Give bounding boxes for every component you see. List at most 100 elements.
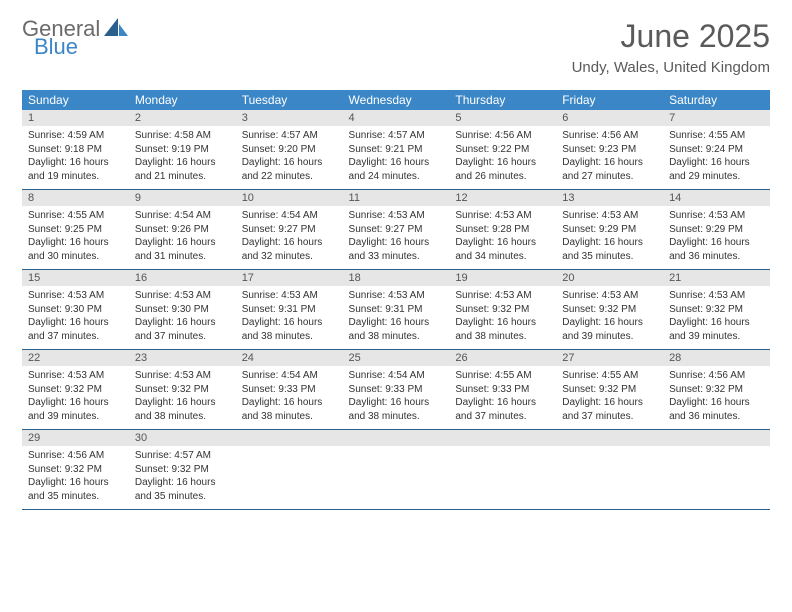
daylight-line: Daylight: 16 hours and 38 minutes.: [455, 316, 550, 343]
sunrise-line: Sunrise: 4:53 AM: [242, 289, 337, 303]
day-cell: [663, 446, 770, 510]
day-number-row: 1234567: [22, 110, 770, 126]
header: General Blue June 2025 Undy, Wales, Unit…: [22, 18, 770, 76]
sunset-line: Sunset: 9:32 PM: [28, 383, 123, 397]
sunrise-line: Sunrise: 4:56 AM: [28, 449, 123, 463]
sunrise-line: Sunrise: 4:56 AM: [455, 129, 550, 143]
sunset-line: Sunset: 9:29 PM: [562, 223, 657, 237]
day-number: 17: [236, 270, 343, 287]
day-number-row: 2930: [22, 430, 770, 447]
sunrise-line: Sunrise: 4:55 AM: [455, 369, 550, 383]
calendar-table: Sunday Monday Tuesday Wednesday Thursday…: [22, 90, 770, 510]
day-cell: Sunrise: 4:55 AMSunset: 9:25 PMDaylight:…: [22, 206, 129, 270]
day-number-row: 891011121314: [22, 190, 770, 207]
sunrise-line: Sunrise: 4:53 AM: [669, 209, 764, 223]
day-cell: Sunrise: 4:57 AMSunset: 9:20 PMDaylight:…: [236, 126, 343, 190]
day-cell: Sunrise: 4:53 AMSunset: 9:31 PMDaylight:…: [343, 286, 450, 350]
day-number: [343, 430, 450, 447]
day-cell: Sunrise: 4:53 AMSunset: 9:30 PMDaylight:…: [22, 286, 129, 350]
daylight-line: Daylight: 16 hours and 37 minutes.: [28, 316, 123, 343]
day-number: [556, 430, 663, 447]
sunset-line: Sunset: 9:32 PM: [669, 383, 764, 397]
logo: General Blue: [22, 18, 128, 58]
sunset-line: Sunset: 9:33 PM: [242, 383, 337, 397]
logo-text-blue: Blue: [34, 36, 128, 58]
month-title: June 2025: [572, 18, 770, 55]
day-number: 14: [663, 190, 770, 207]
day-number: [663, 430, 770, 447]
sunrise-line: Sunrise: 4:53 AM: [562, 209, 657, 223]
sunrise-line: Sunrise: 4:53 AM: [135, 369, 230, 383]
day-number: 23: [129, 350, 236, 367]
sunrise-line: Sunrise: 4:53 AM: [669, 289, 764, 303]
sunset-line: Sunset: 9:18 PM: [28, 143, 123, 157]
sunset-line: Sunset: 9:29 PM: [669, 223, 764, 237]
location-text: Undy, Wales, United Kingdom: [572, 59, 770, 76]
daylight-line: Daylight: 16 hours and 21 minutes.: [135, 156, 230, 183]
sunset-line: Sunset: 9:28 PM: [455, 223, 550, 237]
day-number: 30: [129, 430, 236, 447]
sunrise-line: Sunrise: 4:55 AM: [562, 369, 657, 383]
sunrise-line: Sunrise: 4:54 AM: [135, 209, 230, 223]
day-body-row: Sunrise: 4:53 AMSunset: 9:32 PMDaylight:…: [22, 366, 770, 430]
sunset-line: Sunset: 9:33 PM: [349, 383, 444, 397]
sunrise-line: Sunrise: 4:53 AM: [349, 289, 444, 303]
sunset-line: Sunset: 9:33 PM: [455, 383, 550, 397]
daylight-line: Daylight: 16 hours and 38 minutes.: [349, 316, 444, 343]
daylight-line: Daylight: 16 hours and 35 minutes.: [562, 236, 657, 263]
daylight-line: Daylight: 16 hours and 35 minutes.: [135, 476, 230, 503]
sunset-line: Sunset: 9:21 PM: [349, 143, 444, 157]
day-cell: Sunrise: 4:53 AMSunset: 9:32 PMDaylight:…: [556, 286, 663, 350]
day-number: 2: [129, 110, 236, 126]
day-number: 24: [236, 350, 343, 367]
daylight-line: Daylight: 16 hours and 39 minutes.: [28, 396, 123, 423]
day-body-row: Sunrise: 4:55 AMSunset: 9:25 PMDaylight:…: [22, 206, 770, 270]
day-number: [236, 430, 343, 447]
day-number: 20: [556, 270, 663, 287]
sunset-line: Sunset: 9:32 PM: [135, 463, 230, 477]
daylight-line: Daylight: 16 hours and 39 minutes.: [562, 316, 657, 343]
day-number: 9: [129, 190, 236, 207]
weekday-header: Wednesday: [343, 90, 450, 110]
day-cell: Sunrise: 4:58 AMSunset: 9:19 PMDaylight:…: [129, 126, 236, 190]
sunset-line: Sunset: 9:24 PM: [669, 143, 764, 157]
daylight-line: Daylight: 16 hours and 24 minutes.: [349, 156, 444, 183]
day-number: 26: [449, 350, 556, 367]
day-number: 22: [22, 350, 129, 367]
day-cell: Sunrise: 4:56 AMSunset: 9:22 PMDaylight:…: [449, 126, 556, 190]
day-body-row: Sunrise: 4:53 AMSunset: 9:30 PMDaylight:…: [22, 286, 770, 350]
day-cell: [449, 446, 556, 510]
day-number: [449, 430, 556, 447]
daylight-line: Daylight: 16 hours and 30 minutes.: [28, 236, 123, 263]
sunset-line: Sunset: 9:19 PM: [135, 143, 230, 157]
day-number: 10: [236, 190, 343, 207]
daylight-line: Daylight: 16 hours and 38 minutes.: [242, 396, 337, 423]
day-cell: Sunrise: 4:59 AMSunset: 9:18 PMDaylight:…: [22, 126, 129, 190]
day-cell: Sunrise: 4:53 AMSunset: 9:32 PMDaylight:…: [663, 286, 770, 350]
sunrise-line: Sunrise: 4:53 AM: [455, 209, 550, 223]
day-number: 5: [449, 110, 556, 126]
day-number: 15: [22, 270, 129, 287]
day-body-row: Sunrise: 4:56 AM Sunset: 9:32 PMDaylight:…: [22, 446, 770, 510]
day-cell: Sunrise: 4:54 AMSunset: 9:33 PMDaylight:…: [343, 366, 450, 430]
day-number: 1: [22, 110, 129, 126]
sunset-line: Sunset: 9:32 PM: [669, 303, 764, 317]
sunrise-line: Sunrise: 4:56 AM: [669, 369, 764, 383]
sunset-line: Sunset: 9:20 PM: [242, 143, 337, 157]
sunrise-line: Sunrise: 4:54 AM: [242, 209, 337, 223]
daylight-line: Daylight: 16 hours and 31 minutes.: [135, 236, 230, 263]
sunset-line: Sunset: 9:22 PM: [455, 143, 550, 157]
sunrise-line: Sunrise: 4:53 AM: [28, 369, 123, 383]
day-number: 13: [556, 190, 663, 207]
daylight-line: Daylight: 16 hours and 32 minutes.: [242, 236, 337, 263]
daylight-line: Daylight: 16 hours and 33 minutes.: [349, 236, 444, 263]
sunset-line: Sunset: 9:30 PM: [28, 303, 123, 317]
sunrise-line: Sunrise: 4:54 AM: [242, 369, 337, 383]
sunset-line: Sunset: 9:26 PM: [135, 223, 230, 237]
sunrise-line: Sunrise: 4:53 AM: [135, 289, 230, 303]
day-number: 4: [343, 110, 450, 126]
sunrise-line: Sunrise: 4:57 AM: [349, 129, 444, 143]
sunset-line: Sunset: 9:31 PM: [349, 303, 444, 317]
day-number: 8: [22, 190, 129, 207]
weekday-header: Monday: [129, 90, 236, 110]
